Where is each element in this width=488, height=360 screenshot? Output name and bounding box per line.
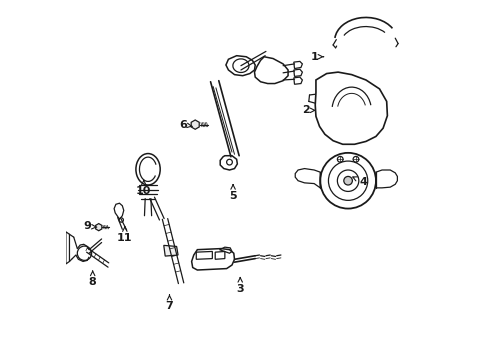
Text: 3: 3 (236, 278, 244, 294)
Text: 1: 1 (310, 52, 323, 62)
Polygon shape (96, 224, 102, 231)
Text: 11: 11 (117, 227, 132, 243)
Text: 8: 8 (89, 271, 96, 287)
Circle shape (343, 176, 352, 185)
Polygon shape (191, 120, 199, 129)
Text: 6: 6 (179, 120, 192, 130)
Text: 10: 10 (136, 180, 151, 197)
Text: 7: 7 (165, 295, 173, 311)
Text: 9: 9 (83, 221, 97, 231)
Text: 2: 2 (302, 105, 315, 115)
Polygon shape (163, 246, 178, 256)
Text: 5: 5 (229, 185, 236, 201)
Text: 4: 4 (352, 177, 366, 187)
